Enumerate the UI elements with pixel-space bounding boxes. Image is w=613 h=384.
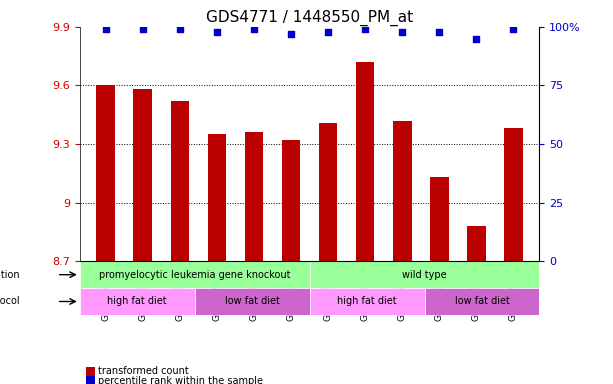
Text: low fat diet: low fat diet <box>454 296 509 306</box>
Point <box>471 36 481 42</box>
Bar <box>504 129 523 261</box>
Bar <box>282 140 300 261</box>
Point <box>101 26 110 32</box>
FancyBboxPatch shape <box>424 288 539 315</box>
Point <box>435 28 444 35</box>
FancyBboxPatch shape <box>195 288 310 315</box>
Bar <box>356 62 375 261</box>
Point <box>360 26 370 32</box>
Text: percentile rank within the sample: percentile rank within the sample <box>98 376 263 384</box>
Text: high fat diet: high fat diet <box>107 296 167 306</box>
Text: wild type: wild type <box>402 270 447 280</box>
Text: low fat diet: low fat diet <box>224 296 280 306</box>
Bar <box>170 101 189 261</box>
Bar <box>467 226 485 261</box>
FancyBboxPatch shape <box>310 288 424 315</box>
Bar <box>430 177 449 261</box>
Point <box>138 26 148 32</box>
FancyBboxPatch shape <box>80 288 195 315</box>
Bar <box>208 134 226 261</box>
Point <box>175 26 185 32</box>
Point <box>397 28 407 35</box>
Bar <box>393 121 411 261</box>
Point <box>323 28 333 35</box>
Bar <box>134 89 152 261</box>
Point <box>249 26 259 32</box>
Bar <box>245 132 263 261</box>
Bar <box>319 122 337 261</box>
Point <box>286 31 296 37</box>
Title: GDS4771 / 1448550_PM_at: GDS4771 / 1448550_PM_at <box>206 9 413 25</box>
Text: high fat diet: high fat diet <box>337 296 397 306</box>
Point <box>509 26 519 32</box>
Bar <box>96 86 115 261</box>
Text: genotype/variation: genotype/variation <box>0 270 20 280</box>
Text: transformed count: transformed count <box>98 366 189 376</box>
Text: promyelocytic leukemia gene knockout: promyelocytic leukemia gene knockout <box>99 270 291 280</box>
Point <box>212 28 222 35</box>
Text: protocol: protocol <box>0 296 20 306</box>
FancyBboxPatch shape <box>80 261 310 288</box>
FancyBboxPatch shape <box>310 261 539 288</box>
